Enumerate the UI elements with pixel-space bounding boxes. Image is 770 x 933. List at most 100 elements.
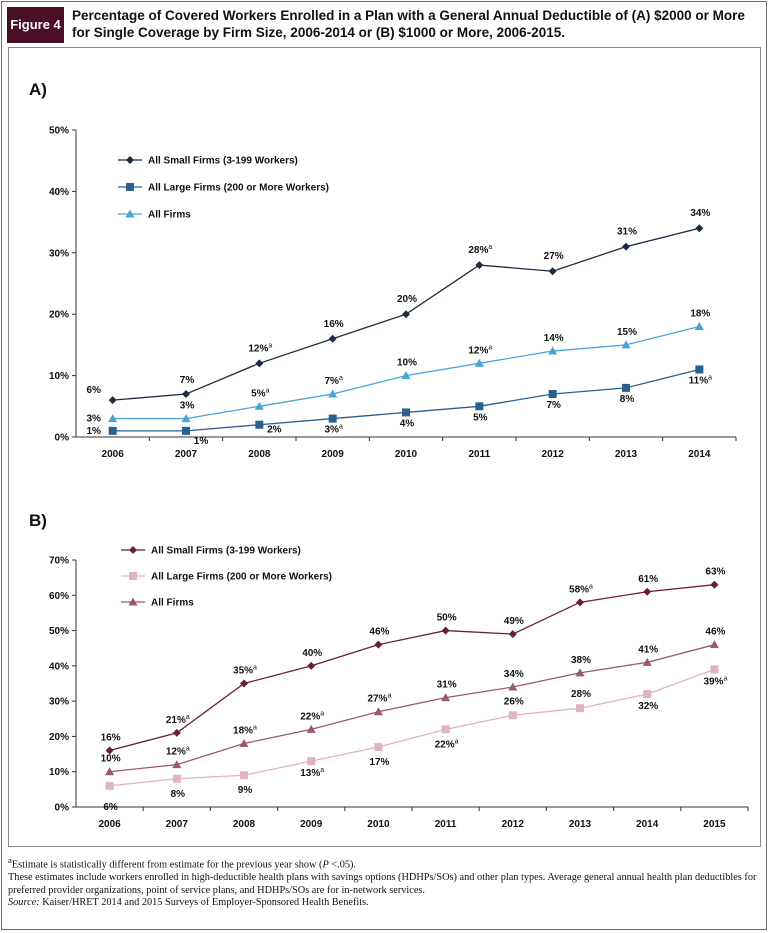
chart-b-series-2-point — [105, 781, 114, 790]
chart-b-x-tick-label: 2013 — [569, 819, 592, 830]
chart-b-data-label: 6% — [103, 802, 118, 813]
chart-b-x-tick-label: 2008 — [233, 819, 256, 830]
chart-a-data-label: 34% — [690, 208, 710, 219]
chart-b-y-tick-label: 40% — [49, 661, 69, 672]
chart-a-x-tick-label: 2013 — [615, 449, 638, 460]
chart-b-data-label: 46% — [369, 627, 389, 638]
chart-b-data-label: 46% — [705, 627, 725, 638]
chart-a-legend-marker-2 — [126, 183, 134, 191]
chart-a-data-label: 8% — [620, 394, 635, 405]
chart-a-series-1-point — [475, 261, 484, 270]
chart-a-series-3-point — [621, 340, 631, 349]
chart-a-data-label: 6% — [86, 385, 101, 396]
chart-a-series-2-point — [548, 390, 557, 399]
chart-a-legend-label-3: All Firms — [148, 210, 191, 221]
chart-a-data-label: 27% — [544, 251, 564, 262]
chart-b-series-3-point — [105, 767, 115, 776]
chart-b-series-3-point — [172, 760, 182, 769]
chart-a-data-label: 7% — [546, 400, 561, 411]
chart-b-series-3-point — [441, 693, 451, 702]
chart-b-series-line-3 — [109, 644, 715, 773]
chart-a-series-2-point — [622, 383, 630, 392]
footnote-source: Source: Kaiser/HRET 2014 and 2015 Survey… — [8, 897, 758, 910]
chart-a-series-3-point — [548, 346, 558, 355]
chart-a-series-1-point — [182, 390, 190, 399]
chart-a-data-label: 3% — [86, 414, 101, 425]
chart-a-data-label: 15% — [617, 327, 637, 338]
chart-b-data-label: 50% — [437, 613, 457, 624]
chart-b-data-label: 41% — [638, 644, 658, 655]
footnote-source-label: Source: — [8, 897, 40, 909]
chart-a-data-label: 3%a — [324, 424, 342, 436]
chart-b-x-tick-label: 2012 — [502, 819, 525, 830]
chart-b-series-1-point — [710, 580, 719, 589]
chart-a-x-tick-label: 2010 — [395, 449, 418, 460]
chart-b-data-label: 27%a — [367, 693, 391, 705]
chart-b-series-1-point — [172, 728, 181, 737]
chart-a-series-1-point — [255, 359, 264, 368]
chart-b-series-3-point — [306, 724, 316, 733]
chart-a-series-3-point — [108, 414, 118, 423]
chart-b-y-tick-label: 0% — [55, 803, 70, 814]
chart-a-x-tick-label: 2009 — [322, 449, 345, 460]
chart-b-data-label: 40% — [302, 648, 322, 659]
chart-b-data-label: 39%a — [703, 675, 727, 687]
chart-b-data-label: 61% — [638, 574, 658, 585]
chart-a-data-label: 4% — [400, 418, 415, 429]
chart-a-series-3-point — [694, 321, 704, 330]
chart-b-series-1-point — [240, 679, 248, 688]
chart-b-data-label: 28% — [571, 689, 591, 700]
chart-b-y-tick-label: 20% — [49, 732, 69, 743]
chart-a-y-tick-label: 30% — [49, 248, 69, 259]
chart-a-series-3-point — [254, 401, 264, 410]
chart-a-data-label: 2% — [267, 425, 282, 436]
chart-b-series-1-point — [105, 746, 114, 755]
chart-a-series-1-point — [108, 396, 117, 405]
chart-b-data-label: 8% — [171, 789, 186, 800]
chart-b-data-label: 16% — [101, 733, 121, 744]
chart-b-series-2-point — [643, 690, 652, 699]
chart-a-x-tick-label: 2012 — [542, 449, 565, 460]
chart-b-data-label: 31% — [437, 680, 457, 691]
chart-a-data-label: 7%a — [324, 375, 342, 387]
chart-b-series-2-point — [508, 711, 517, 720]
chart-b-data-label: 10% — [101, 754, 121, 765]
chart-b-legend-marker-2 — [129, 572, 137, 580]
chart-a-data-label: 14% — [544, 333, 564, 344]
chart-a-data-label: 5%a — [251, 387, 269, 399]
chart-a-series-3-point — [328, 389, 338, 398]
footnote-sig-mark: a — [8, 855, 12, 865]
chart-b-data-label: 22%a — [300, 710, 324, 722]
chart-a-data-label: 16% — [324, 319, 344, 330]
chart-b-legend-marker-3 — [128, 597, 138, 606]
chart-b-series-3-point — [508, 682, 518, 691]
chart-a-series-2-point — [182, 426, 190, 435]
chart-a-data-label: 11%a — [689, 374, 712, 386]
chart-b-x-tick-label: 2015 — [703, 819, 726, 830]
chart-b-x-tick-label: 2009 — [300, 819, 323, 830]
chart-b-series-3-point — [239, 738, 249, 747]
chart-a-data-label: 28%a — [468, 244, 492, 256]
chart-b-data-label: 22%a — [435, 738, 459, 750]
chart-b-series-2-point — [710, 665, 719, 674]
footnote-source-text: Kaiser/HRET 2014 and 2015 Surveys of Emp… — [39, 897, 369, 909]
chart-b-series-1-point — [374, 640, 383, 649]
chart-b-data-label: 13%a — [300, 767, 324, 779]
chart-b-x-tick-label: 2010 — [367, 819, 390, 830]
chart-a-series-1-point — [695, 224, 704, 233]
chart-a-data-label: 1% — [194, 436, 209, 447]
chart-b-data-label: 18%a — [233, 724, 257, 736]
chart-a-y-tick-label: 0% — [55, 433, 70, 444]
chart-b-series-2-point — [172, 774, 181, 783]
chart-a-series-1-point — [402, 310, 410, 319]
chart-b-series-1-point — [508, 630, 517, 639]
chart-b-data-label: 63% — [705, 567, 725, 578]
chart-b-series-2-point — [374, 743, 383, 752]
chart-b-series-1-point — [307, 661, 316, 670]
figure-badge: Figure 4 — [7, 7, 64, 43]
chart-a-legend-marker-1 — [126, 156, 134, 164]
chart-b-legend-marker-1 — [129, 546, 137, 554]
chart-a-legend-label-2: All Large Firms (200 or More Workers) — [148, 183, 329, 194]
chart-b-series-2-point — [576, 704, 584, 713]
chart-a-x-tick-label: 2011 — [468, 449, 490, 460]
